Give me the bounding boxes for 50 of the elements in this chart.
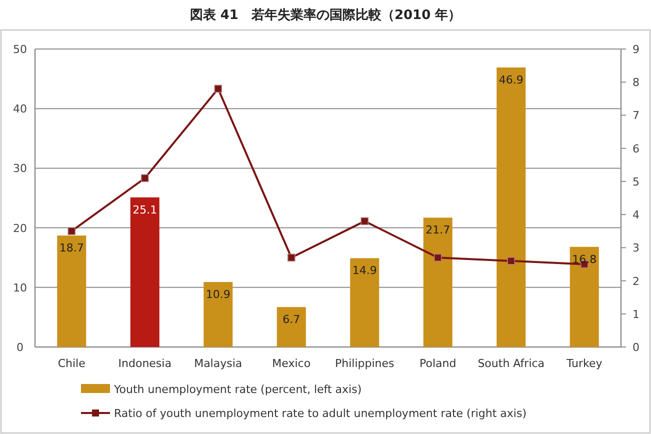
bar [423,218,452,347]
y-tick-label: 40 [13,102,27,116]
point [434,254,442,262]
legend-label: Ratio of youth unemployment rate to adult unemployment rate (right axis) [114,407,527,420]
data-label: 25.1 [132,203,158,216]
point [68,227,76,236]
x-tick-label: South Africa [478,357,545,370]
bar [570,246,599,347]
data-label: 21.7 [426,224,450,237]
point [507,257,516,265]
y2-tick-label: 3 [632,242,640,255]
x-tick-label: Indonesia [118,357,172,370]
y-tick-label: 30 [13,162,27,176]
data-label: 6.7 [282,313,300,326]
y-tick-label: 50 [13,43,27,56]
y2-tick-label: 4 [632,208,640,222]
point [360,217,369,226]
y2-tick-label: 8 [632,76,640,90]
data-label: 46.9 [498,73,524,86]
point [214,84,222,93]
chart-title: 図表 41 若年失業率の国際比較（2010 年） [190,7,462,23]
y-tick-label: 20 [13,222,27,235]
x-tick-label: Mexico [272,357,311,370]
x-tick-label: Poland [420,357,456,370]
data-label: 14.9 [352,264,377,278]
bar [350,258,380,347]
x-tick-label: Turkey [565,357,603,370]
y-tick-label: 10 [13,281,27,294]
x-tick-label: Philippines [334,357,395,370]
y2-tick-label: 0 [632,341,640,354]
bar [130,197,160,347]
data-label: 16.8 [572,252,597,266]
bar [57,236,86,347]
y2-tick-label: 2 [632,274,640,288]
bar [496,67,526,347]
y2-tick-label: 7 [632,109,640,122]
point [287,254,296,262]
point [140,174,149,182]
data-label: 18.7 [59,242,84,255]
x-tick-label: Malaysia [194,357,242,370]
y2-tick-label: 9 [632,43,640,56]
y-tick-label: 0 [16,341,24,354]
x-tick-label: Chile [58,357,86,370]
legend-label: Youth unemployment rate (percent, left axis) [113,383,362,396]
y2-tick-label: 1 [632,308,640,321]
bar [204,282,233,347]
data-label: 10.9 [206,288,230,302]
bar [276,307,306,347]
y2-tick-label: 6 [632,142,640,156]
y2-tick-label: 5 [632,175,640,188]
